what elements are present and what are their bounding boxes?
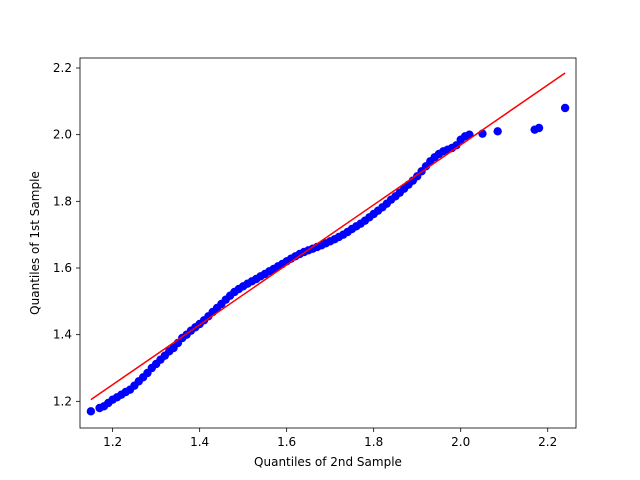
data-point [452,141,461,150]
data-point [493,127,502,136]
x-tick-label: 2.2 [538,435,557,449]
data-point [534,123,544,133]
x-axis-ticks: 1.2 1.4 1.6 1.8 2.0 2.2 [103,428,557,449]
y-axis-label: Quantiles of 1st Sample [28,171,42,315]
x-axis-label: Quantiles of 2nd Sample [254,455,402,469]
data-point [560,103,570,113]
data-point [86,407,96,416]
reference-line [90,72,566,401]
y-tick-label: 1.2 [53,394,72,408]
y-axis-ticks: 1.2 1.4 1.6 1.8 2.0 2.2 [53,61,80,408]
x-tick-label: 2.0 [451,435,470,449]
x-tick-label: 1.2 [103,435,122,449]
x-tick-label: 1.4 [190,435,209,449]
y-tick-label: 2.0 [53,128,72,142]
y-tick-label: 2.2 [53,61,72,75]
y-tick-label: 1.4 [53,328,72,342]
x-tick-label: 1.6 [277,435,296,449]
x-tick-label: 1.8 [364,435,383,449]
y-tick-label: 1.6 [53,261,72,275]
plot-frame [79,57,577,429]
y-tick-label: 1.8 [53,194,72,208]
